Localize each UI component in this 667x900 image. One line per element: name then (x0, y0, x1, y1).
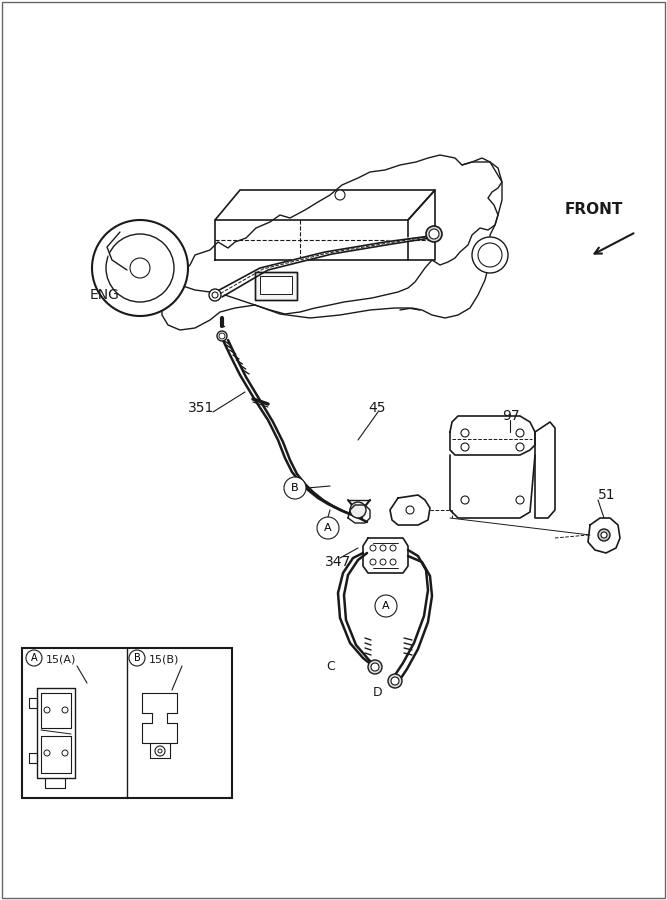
Circle shape (284, 477, 306, 499)
Circle shape (106, 234, 174, 302)
Circle shape (217, 331, 227, 341)
Text: FRONT: FRONT (565, 202, 624, 218)
Bar (260, 276, 292, 294)
Text: 51: 51 (598, 488, 616, 502)
Text: 45: 45 (368, 401, 386, 415)
Circle shape (155, 746, 165, 756)
Circle shape (371, 663, 379, 671)
Circle shape (461, 443, 469, 451)
Circle shape (516, 443, 524, 451)
Circle shape (26, 650, 42, 666)
Circle shape (390, 559, 396, 565)
Bar (255, 272, 297, 300)
Text: A: A (324, 523, 331, 533)
Text: A: A (31, 653, 37, 663)
Text: 347: 347 (325, 555, 352, 569)
Circle shape (212, 292, 218, 298)
Bar (22, 648, 232, 798)
Circle shape (478, 243, 502, 267)
Text: A: A (382, 601, 390, 611)
Circle shape (380, 545, 386, 551)
Circle shape (44, 750, 50, 756)
Circle shape (158, 749, 162, 753)
Text: B: B (133, 653, 140, 663)
Circle shape (429, 229, 439, 239)
Circle shape (472, 237, 508, 273)
Text: 97: 97 (502, 409, 520, 423)
Circle shape (62, 707, 68, 713)
Circle shape (368, 660, 382, 674)
Circle shape (92, 220, 188, 316)
Circle shape (388, 674, 402, 688)
Circle shape (130, 258, 150, 278)
Circle shape (598, 529, 610, 541)
Text: 15(B): 15(B) (149, 655, 179, 665)
Circle shape (335, 190, 345, 200)
Circle shape (350, 502, 366, 518)
Text: D: D (373, 687, 383, 699)
Circle shape (317, 517, 339, 539)
Text: B: B (291, 483, 299, 493)
Circle shape (370, 559, 376, 565)
Circle shape (406, 506, 414, 514)
Circle shape (380, 559, 386, 565)
Circle shape (219, 333, 225, 339)
Text: 351: 351 (188, 401, 214, 415)
Circle shape (516, 496, 524, 504)
Circle shape (62, 750, 68, 756)
Circle shape (461, 429, 469, 437)
Circle shape (426, 226, 442, 242)
Text: C: C (326, 660, 335, 672)
Circle shape (209, 289, 221, 301)
Circle shape (601, 532, 607, 538)
Circle shape (390, 545, 396, 551)
Circle shape (44, 707, 50, 713)
Text: 15(A): 15(A) (46, 655, 77, 665)
Circle shape (375, 595, 397, 617)
Circle shape (370, 545, 376, 551)
Circle shape (516, 429, 524, 437)
Text: ENG: ENG (90, 288, 120, 302)
Circle shape (461, 496, 469, 504)
Circle shape (129, 650, 145, 666)
Circle shape (391, 677, 399, 685)
